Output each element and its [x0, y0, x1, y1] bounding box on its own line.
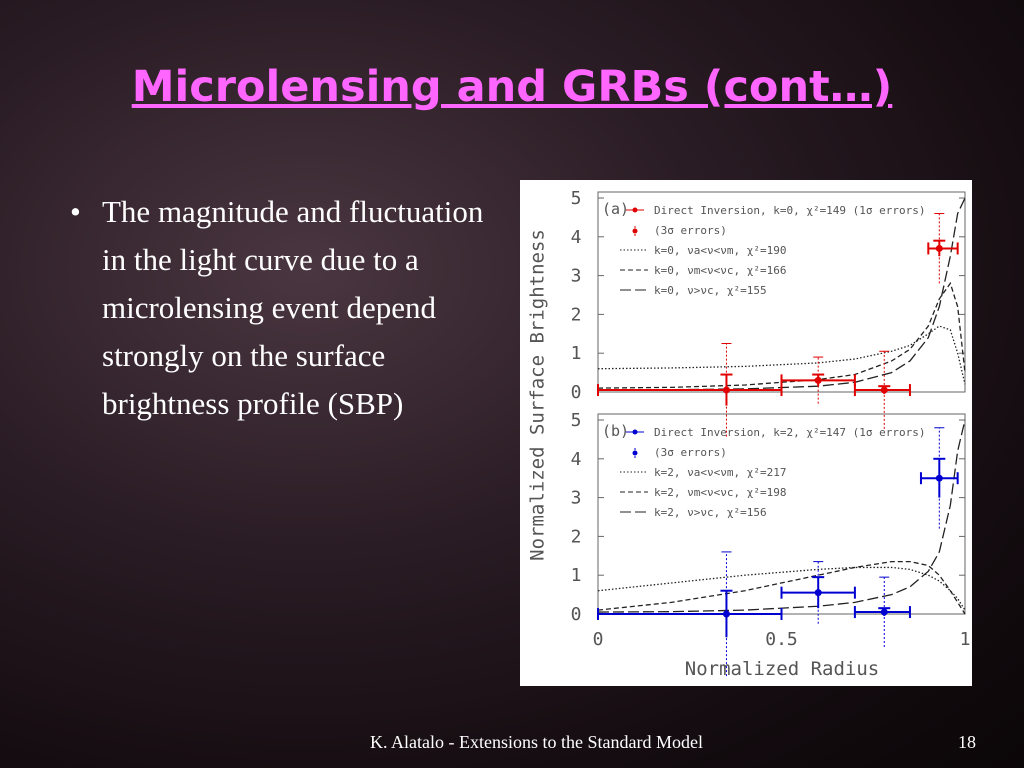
y-tick-label: 4	[571, 227, 582, 248]
y-tick-label: 0	[571, 604, 582, 625]
data-point	[880, 386, 888, 394]
y-tick-label: 1	[571, 343, 582, 364]
y-tick-label: 2	[571, 526, 582, 547]
legend-entry: (3σ errors)	[654, 224, 727, 237]
page-number: 18	[958, 732, 976, 752]
slide-title: Microlensing and GRBs (cont…)	[131, 62, 893, 112]
x-tick-label: 0.5	[765, 629, 798, 650]
figure: Normalized Surface Brightness Normalized…	[520, 180, 972, 686]
panel-label: (a)	[602, 200, 629, 218]
data-point	[814, 589, 822, 597]
y-axis-label: Normalized Surface Brightness	[527, 229, 549, 561]
x-tick-label: 1	[960, 629, 971, 650]
bullet: The magnitude and fluctuation in the lig…	[70, 188, 490, 428]
model-curve	[597, 419, 966, 613]
legend-entry: (3σ errors)	[654, 446, 727, 459]
legend-entry: k=0, νa<ν<νm, χ²=190	[654, 244, 786, 257]
legend-entry: k=0, νm<ν<νc, χ²=166	[654, 264, 786, 277]
y-tick-label: 2	[571, 304, 582, 325]
legend-entry: k=2, ν>νc, χ²=156	[654, 506, 767, 519]
legend-swatch	[632, 228, 638, 234]
y-tick-label: 0	[571, 382, 582, 403]
y-tick-label: 5	[571, 410, 582, 431]
x-axis-label: Normalized Radius	[685, 658, 879, 680]
figure-background	[520, 180, 972, 686]
y-tick-label: 1	[571, 565, 582, 586]
legend-entry: Direct Inversion, k=2, χ²=147 (1σ errors…	[654, 426, 926, 439]
x-tick-label: 0	[593, 629, 604, 650]
y-tick-label: 3	[571, 488, 582, 509]
data-point	[935, 244, 943, 252]
legend-entry: Direct Inversion, k=0, χ²=149 (1σ errors…	[654, 204, 926, 217]
data-point	[722, 610, 730, 618]
legend-entry: k=2, νa<ν<νm, χ²=217	[654, 466, 786, 479]
legend-entry: k=0, ν>νc, χ²=155	[654, 284, 767, 297]
y-tick-label: 3	[571, 266, 582, 287]
data-point	[814, 376, 822, 384]
bullet-list: The magnitude and fluctuation in the lig…	[70, 188, 490, 428]
legend-swatch	[632, 207, 638, 213]
model-curve	[597, 281, 966, 389]
data-point	[722, 386, 730, 394]
y-tick-label: 4	[571, 449, 582, 470]
legend-swatch	[632, 429, 638, 435]
data-point	[880, 608, 888, 616]
data-point	[935, 474, 943, 482]
model-curve	[597, 325, 966, 385]
legend-swatch	[632, 450, 638, 456]
y-tick-label: 5	[571, 188, 582, 209]
footer: K. Alatalo - Extensions to the Standard …	[370, 732, 703, 752]
model-curve	[597, 560, 966, 615]
legend-entry: k=2, νm<ν<νc, χ²=198	[654, 486, 786, 499]
panel-label: (b)	[602, 422, 629, 440]
